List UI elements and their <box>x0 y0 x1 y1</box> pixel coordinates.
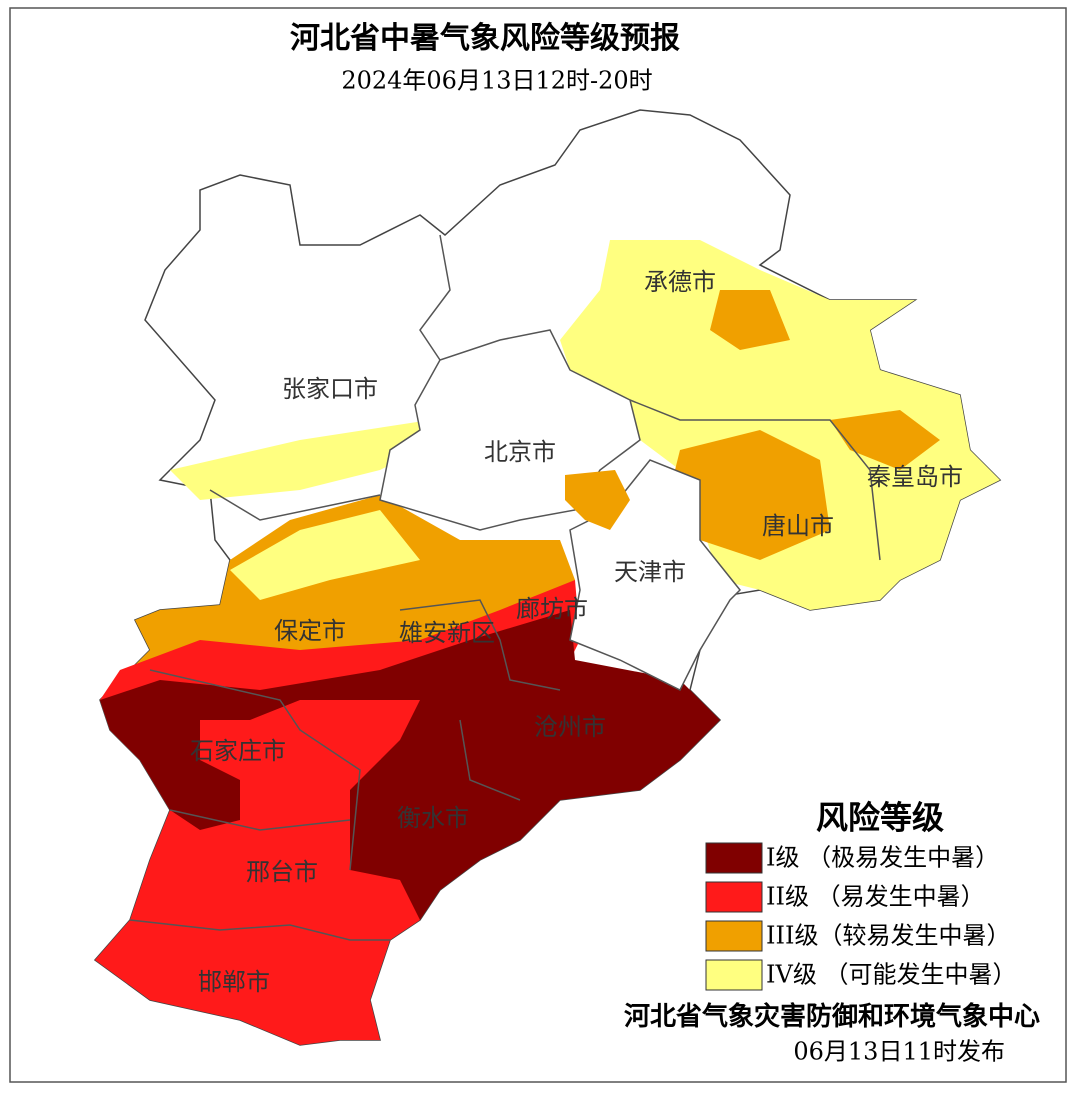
city-label: 张家口市 <box>282 375 378 403</box>
legend-label: I级 （极易发生中暑） <box>766 844 999 872</box>
legend-swatch <box>705 920 763 952</box>
boundary <box>149 669 361 871</box>
risk-area <box>170 420 440 500</box>
boundary <box>629 399 881 561</box>
legend-swatch <box>705 842 763 874</box>
risk-area <box>830 410 940 470</box>
city-label: 石家庄市 <box>190 737 286 765</box>
city-label: 沧州市 <box>534 713 606 741</box>
risk-area <box>710 290 790 350</box>
title: 河北省中暑气象风险等级预报 <box>290 21 680 56</box>
issue-time: 06月13日11时发布 <box>793 1038 1005 1066</box>
boundary <box>459 719 521 801</box>
city-label: 衡水市 <box>397 804 469 832</box>
legend-swatch <box>705 959 763 991</box>
risk-area <box>230 510 420 600</box>
city-label: 保定市 <box>274 617 346 645</box>
boundary <box>209 489 381 521</box>
city-label: 邢台市 <box>246 858 318 886</box>
boundary <box>129 919 390 941</box>
city-label: 雄安新区 <box>399 619 495 647</box>
city-label: 北京市 <box>484 438 556 466</box>
boundary <box>419 234 451 361</box>
boundary <box>169 809 351 831</box>
legend-swatch <box>705 881 763 913</box>
risk-area <box>670 430 830 560</box>
issuer: 河北省气象灾害防御和环境气象中心 <box>624 1001 1040 1032</box>
risk-area <box>560 240 1000 610</box>
city-label: 天津市 <box>614 558 686 586</box>
risk-area <box>565 470 630 530</box>
subtitle: 2024年06月13日12时-20时 <box>341 67 652 95</box>
legend-label: II级 （易发生中暑） <box>766 883 985 911</box>
city-label: 唐山市 <box>762 512 834 540</box>
legend: 风险等级 I级 （极易发生中暑） II级 （易发生中暑） III级（较易发生中暑） I… <box>705 799 1016 991</box>
boundary <box>399 599 561 691</box>
risk-area <box>100 610 720 920</box>
legend-label: IV级 （可能发生中暑） <box>766 961 1016 989</box>
map <box>93 109 1002 1046</box>
city-label: 承德市 <box>644 268 716 296</box>
city-label: 邯郸市 <box>198 968 270 996</box>
city-labels: 张家口市 北京市 承德市 秦皇岛市 唐山市 天津市 廊坊市 保定市 雄安新区 石… <box>190 268 963 996</box>
city-label: 廊坊市 <box>516 595 588 623</box>
legend-label: III级（较易发生中暑） <box>766 922 1010 950</box>
city-label: 秦皇岛市 <box>867 463 963 491</box>
legend-title: 风险等级 <box>816 799 944 837</box>
